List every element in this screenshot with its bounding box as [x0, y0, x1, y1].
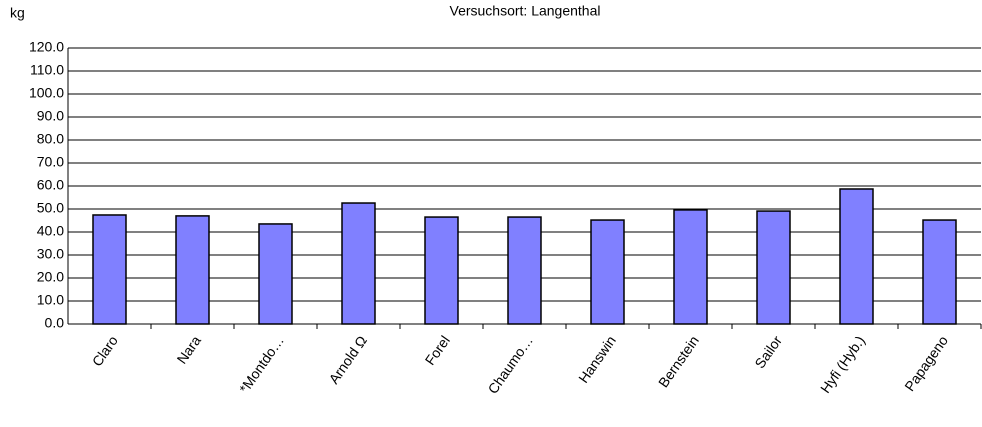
chart-subtitle: Versuchsort: Langenthal: [450, 3, 601, 19]
bar: [922, 219, 957, 325]
x-tick-label: Arnold Ω: [325, 333, 370, 387]
y-axis-label: kg: [10, 5, 25, 21]
x-tick-label: Hanswin: [575, 333, 619, 386]
y-tick-label: 10.0: [37, 292, 64, 308]
bar: [839, 188, 874, 325]
y-tick-label: 30.0: [37, 246, 64, 262]
bar: [258, 223, 293, 325]
bar: [590, 219, 625, 325]
y-tick-label: 120.0: [29, 39, 64, 55]
y-tick-label: 20.0: [37, 269, 64, 285]
x-tick-label: Bernstein: [655, 333, 702, 391]
y-tick-label: 0.0: [45, 315, 65, 331]
x-tick-label: Sailor: [751, 332, 785, 371]
y-tick-label: 60.0: [37, 177, 64, 193]
bar: [424, 216, 459, 325]
y-tick-label: 70.0: [37, 154, 64, 170]
x-tick-label: Claro: [89, 333, 121, 370]
x-tick-label: Forel: [422, 333, 453, 368]
y-tick-label: 50.0: [37, 200, 64, 216]
bar: [507, 216, 542, 325]
y-tick-label: 100.0: [29, 85, 64, 101]
y-tick-label: 80.0: [37, 131, 64, 147]
bar: [673, 209, 708, 325]
x-tick-label: *Montdo…: [236, 333, 287, 396]
bar: [92, 214, 127, 325]
bar: [341, 202, 376, 325]
y-tick-label: 110.0: [30, 62, 64, 78]
x-tick-label: Papageno: [901, 332, 951, 394]
x-tick-label: Nara: [173, 333, 204, 367]
y-tick-label: 40.0: [37, 223, 64, 239]
x-tick-label: Hyfi (Hyb.): [817, 333, 868, 396]
y-tick-label: 90.0: [37, 108, 64, 124]
bar: [756, 210, 791, 325]
bar: [175, 215, 210, 325]
x-tick-label: Chaumo…: [484, 333, 535, 397]
